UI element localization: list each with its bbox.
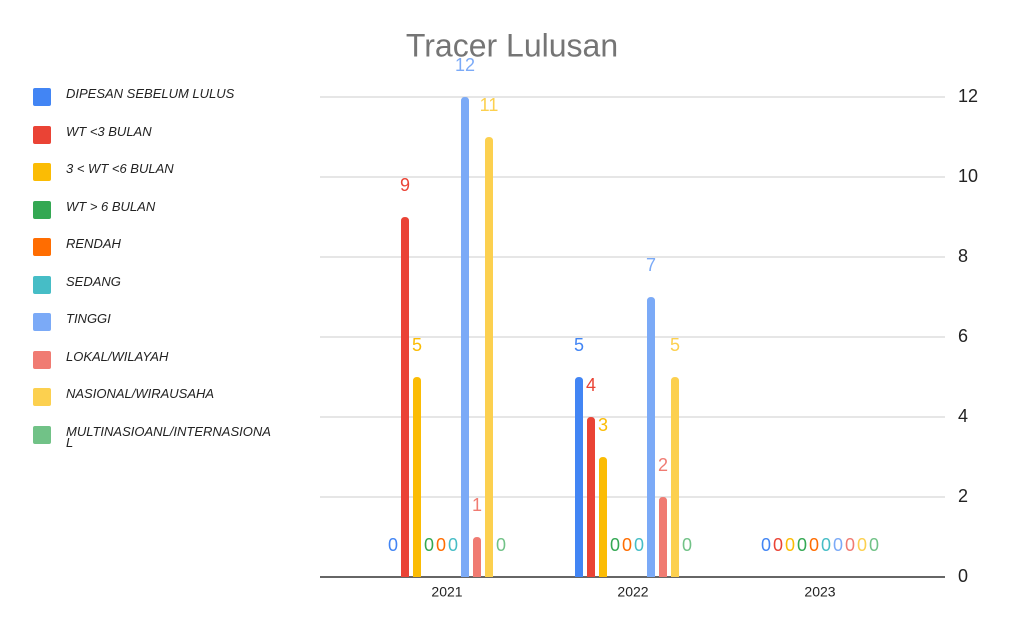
legend: DIPESAN SEBELUM LULUS WT <3 BULAN 3 < WT <…	[33, 86, 283, 461]
y-tick-label: 8	[958, 246, 968, 266]
legend-swatch	[33, 313, 51, 331]
legend-swatch	[33, 125, 51, 144]
data-label: 0	[634, 535, 644, 555]
legend-swatch	[33, 275, 51, 294]
x-tick-label: 2023	[804, 584, 835, 600]
data-label: 9	[400, 175, 410, 195]
legend-item: RENDAH	[33, 236, 283, 274]
data-label: 0	[833, 535, 843, 555]
data-label: 0	[845, 535, 855, 555]
legend-item: 3 < WT <6 BULAN	[33, 161, 283, 199]
data-label: 0	[821, 535, 831, 555]
data-label: 0	[809, 535, 819, 555]
bar	[485, 137, 493, 577]
data-label: 1	[472, 495, 482, 515]
legend-label: LOKAL/WILAYAH	[66, 348, 169, 364]
data-label: 5	[412, 335, 422, 355]
data-label: 0	[622, 535, 632, 555]
legend-label: DIPESAN SEBELUM LULUS	[66, 86, 235, 101]
legend-swatch	[33, 163, 51, 181]
bar	[587, 417, 595, 577]
legend-label: 3 < WT <6 BULAN	[66, 161, 174, 176]
legend-swatch	[33, 238, 51, 256]
data-label: 0	[496, 535, 506, 555]
chart-title: Tracer Lulusan	[406, 27, 618, 63]
legend-item: LOKAL/WILAYAH	[33, 349, 283, 387]
y-tick-label: 12	[958, 86, 978, 106]
data-label: 4	[586, 375, 596, 395]
data-label: 5	[574, 335, 584, 355]
bar	[473, 537, 481, 577]
data-label: 3	[598, 415, 608, 435]
data-label: 0	[773, 535, 783, 555]
legend-swatch	[33, 350, 51, 369]
data-label: 0	[857, 535, 867, 555]
data-label: 0	[610, 535, 620, 555]
legend-item: WT <3 BULAN	[33, 124, 283, 162]
legend-item: NASIONAL/WIRAUSAHA	[33, 386, 283, 424]
bar	[575, 377, 583, 577]
data-label: 7	[646, 255, 656, 275]
y-tick-label: 6	[958, 326, 968, 346]
data-label: 12	[455, 55, 475, 75]
legend-label: WT > 6 BULAN	[66, 198, 156, 214]
bar	[401, 217, 409, 577]
y-tick-label: 0	[958, 566, 968, 586]
data-label: 0	[682, 535, 692, 555]
legend-label: TINGGI	[66, 311, 111, 326]
bar	[647, 297, 655, 577]
legend-label: WT <3 BULAN	[66, 123, 152, 139]
legend-label: SEDANG	[66, 273, 121, 289]
data-label: 0	[424, 535, 434, 555]
y-tick-label: 10	[958, 166, 978, 186]
legend-item: WT > 6 BULAN	[33, 199, 283, 237]
data-label: 0	[785, 535, 795, 555]
legend-swatch	[33, 200, 51, 219]
legend-item: TINGGI	[33, 311, 283, 349]
data-label: 2	[658, 455, 668, 475]
data-label: 11	[480, 95, 499, 115]
data-label: 0	[448, 535, 458, 555]
data-label: 0	[797, 535, 807, 555]
legend-label: MULTINASIOANL/INTERNASIONAL	[66, 423, 271, 450]
x-tick-label: 2021	[431, 584, 462, 600]
bar	[461, 97, 469, 577]
bar	[413, 377, 421, 577]
data-label: 0	[869, 535, 879, 555]
legend-swatch	[33, 425, 51, 444]
bar	[599, 457, 607, 577]
legend-label: NASIONAL/WIRAUSAHA	[66, 386, 215, 401]
bar	[671, 377, 679, 577]
data-label: 0	[388, 535, 398, 555]
legend-item: DIPESAN SEBELUM LULUS	[33, 86, 283, 124]
data-label: 0	[761, 535, 771, 555]
legend-label: RENDAH	[66, 236, 121, 251]
data-label: 0	[436, 535, 446, 555]
data-label: 5	[670, 335, 680, 355]
legend-swatch	[33, 88, 51, 106]
x-tick-label: 2022	[617, 584, 648, 600]
legend-item: SEDANG	[33, 274, 283, 312]
y-tick-label: 4	[958, 406, 968, 426]
legend-swatch	[33, 388, 51, 406]
bar	[659, 497, 667, 577]
legend-item: MULTINASIOANL/INTERNASIONAL	[33, 424, 283, 462]
y-tick-label: 2	[958, 486, 968, 506]
